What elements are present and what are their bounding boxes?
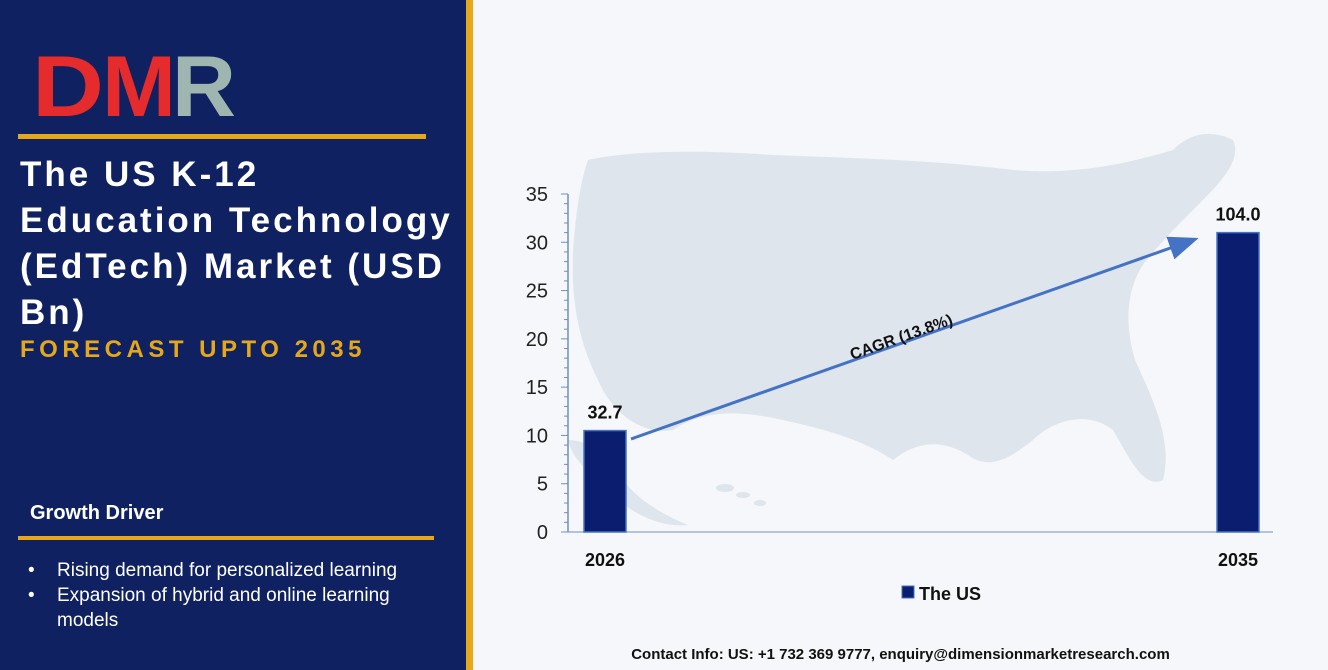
- growth-driver-item: Rising demand for personalized learning: [28, 558, 428, 583]
- growth-driver-rule: [18, 536, 434, 540]
- contact-info: Contact Info: US: +1 732 369 9777, enqui…: [631, 646, 1170, 663]
- bar: [583, 429, 627, 533]
- left-panel: D M R The US K-12 Education Technology (…: [0, 0, 466, 670]
- forecast-subtitle: FORECAST UPTO 2035: [20, 336, 366, 363]
- svg-text:R: R: [172, 40, 236, 122]
- x-category-label: 2035: [1218, 550, 1258, 570]
- growth-driver-item: Expansion of hybrid and online learning …: [28, 583, 428, 633]
- y-axis: 0 5 10 15 20 25 30 35: [526, 184, 1273, 544]
- y-tick-label: 15: [526, 377, 548, 399]
- y-tick-label: 25: [526, 281, 548, 303]
- bars: [583, 231, 1260, 533]
- bar: [1216, 231, 1260, 533]
- growth-driver-heading: Growth Driver: [30, 502, 164, 524]
- y-tick-label: 20: [526, 329, 548, 351]
- title-rule: [18, 134, 426, 139]
- y-tick-label: 5: [537, 474, 548, 496]
- growth-driver-list: Rising demand for personalized learning …: [28, 558, 428, 633]
- labels: 32.7 2026 104.0 2035: [585, 205, 1261, 570]
- y-tick-label: 10: [526, 425, 548, 447]
- legend: The US: [901, 584, 981, 604]
- bar-data-label: 104.0: [1215, 205, 1260, 225]
- y-tick-label: 30: [526, 232, 548, 254]
- bar-data-label: 32.7: [587, 403, 622, 423]
- legend-label: The US: [919, 584, 981, 604]
- svg-text:M: M: [102, 40, 176, 122]
- y-tick-label: 0: [537, 522, 548, 544]
- x-category-label: 2026: [585, 550, 625, 570]
- page-title: The US K-12 Education Technology (EdTech…: [20, 155, 453, 332]
- cagr-arrow: [630, 236, 1199, 441]
- panel-divider: [466, 0, 473, 670]
- dmr-logo: D M R: [32, 40, 236, 122]
- svg-text:D: D: [32, 40, 104, 122]
- us-map-background: [572, 133, 1236, 482]
- y-tick-label: 35: [526, 184, 548, 206]
- legend-swatch: [901, 585, 915, 599]
